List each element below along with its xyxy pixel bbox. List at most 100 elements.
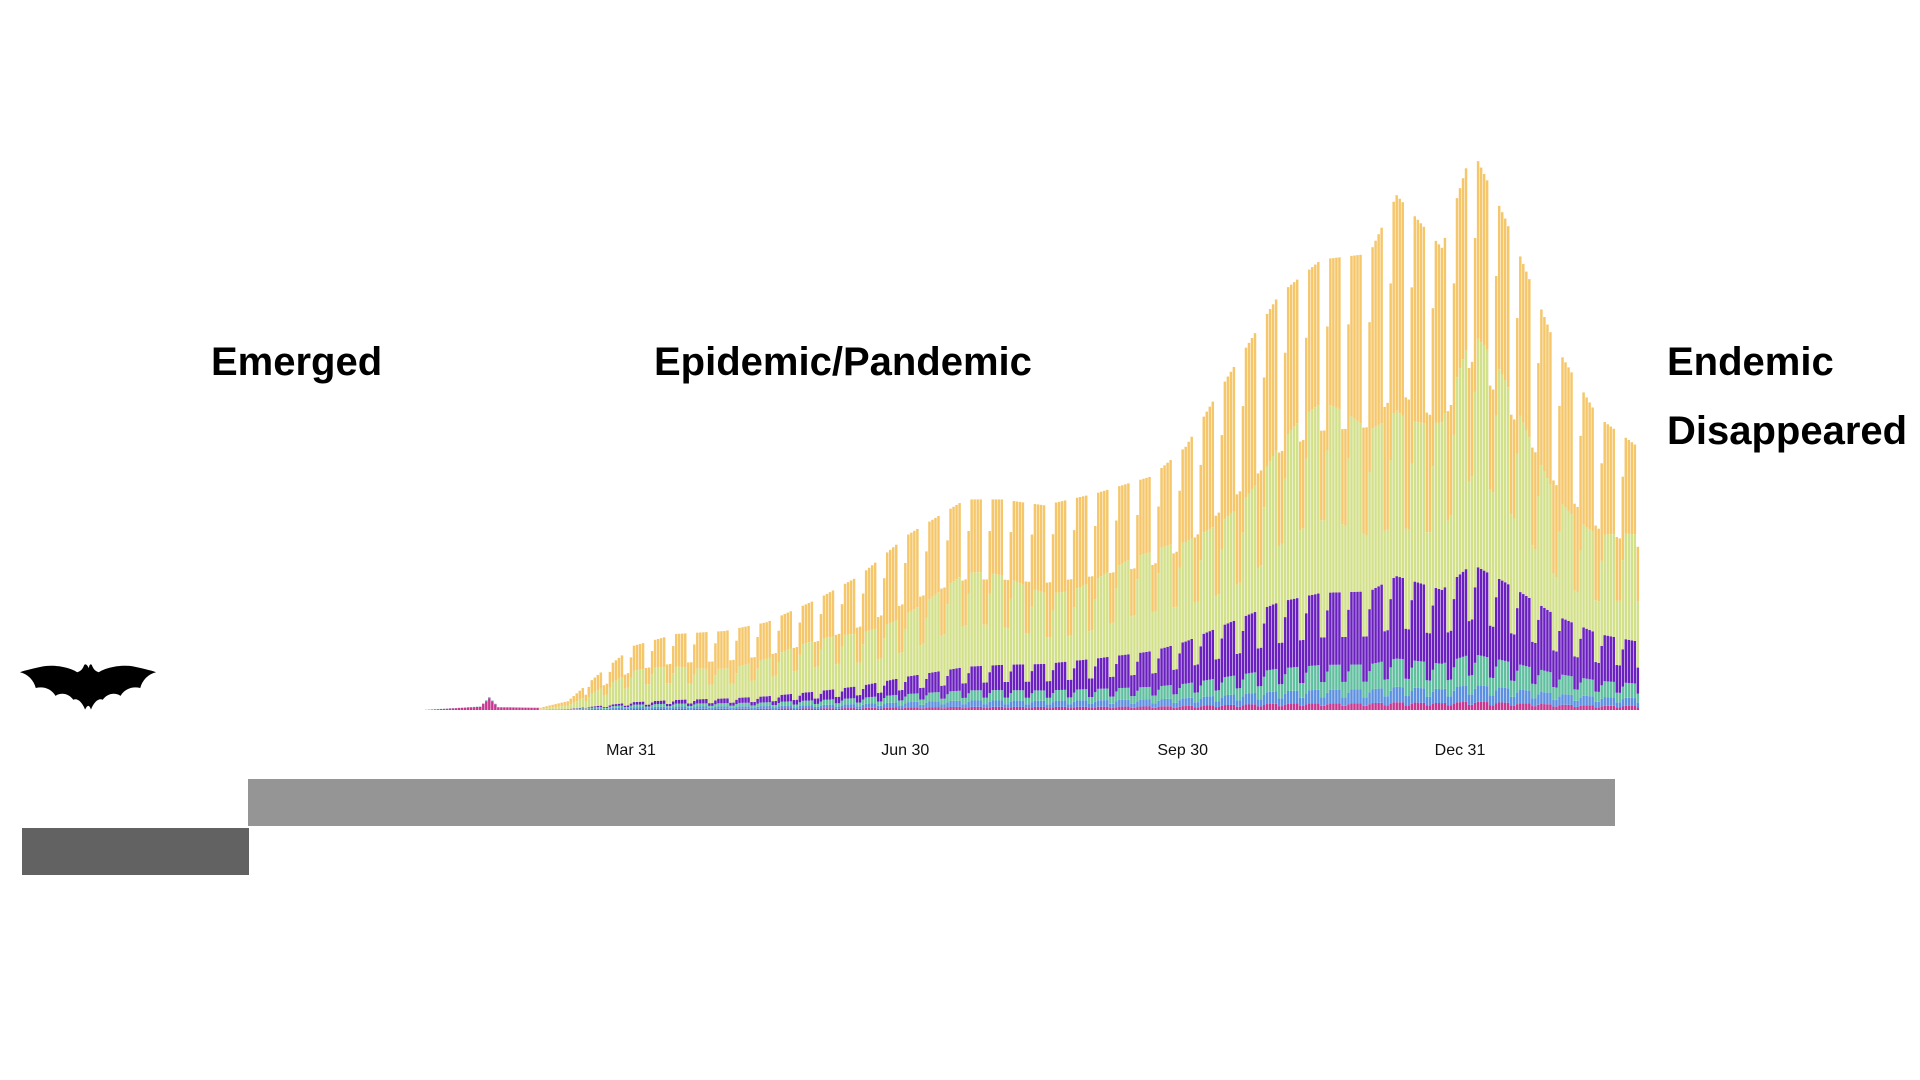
bar-segment <box>629 707 633 710</box>
bar-segment <box>1172 553 1175 608</box>
bar-segment <box>768 702 771 706</box>
bar-segment <box>1579 697 1582 706</box>
bar-segment <box>1386 679 1389 697</box>
bar-segment <box>584 701 588 709</box>
bar-segment <box>611 682 615 705</box>
bar-segment <box>1374 426 1377 588</box>
bar-segment <box>1353 255 1356 419</box>
bar-segment <box>1223 624 1227 678</box>
bar-segment <box>807 602 811 643</box>
bar-segment <box>720 698 723 704</box>
bar-segment <box>729 660 732 684</box>
bar-segment <box>1106 706 1109 710</box>
bar-segment <box>563 705 566 710</box>
bar-segment <box>1341 636 1344 682</box>
bar-segment <box>1573 590 1576 657</box>
bar-segment <box>729 683 732 703</box>
bar-segment <box>876 701 880 706</box>
bar-segment <box>647 709 651 710</box>
bar-segment <box>1531 698 1534 707</box>
bar-segment <box>744 706 747 709</box>
bar-segment <box>705 668 708 700</box>
bar-segment <box>1238 653 1242 689</box>
bar-segment <box>825 593 829 638</box>
bar-segment <box>774 709 777 710</box>
bar-segment <box>1437 422 1441 589</box>
bar-segment <box>1027 681 1031 698</box>
bar-segment <box>1594 707 1597 710</box>
bar-segment <box>1184 683 1187 699</box>
bar-segment <box>566 701 569 706</box>
bar-segment <box>1205 530 1209 633</box>
bar-segment <box>699 708 702 710</box>
bar-segment <box>1202 532 1205 634</box>
bar-segment <box>916 701 919 708</box>
bar-segment <box>674 633 678 667</box>
bar-segment <box>1100 700 1103 707</box>
bar-segment <box>1561 704 1564 710</box>
bar-segment <box>1145 687 1148 700</box>
bar-segment <box>690 709 693 710</box>
bar-segment <box>690 703 693 706</box>
bar-segment <box>650 651 654 675</box>
bar-segment <box>1350 255 1353 417</box>
bar-segment <box>614 705 618 708</box>
bar-segment <box>1244 497 1248 616</box>
bar-segment <box>940 698 943 705</box>
bar-segment <box>1247 342 1251 494</box>
bar-segment <box>1109 707 1112 710</box>
bar-segment <box>1241 406 1245 533</box>
bar-segment <box>771 707 774 710</box>
bar-segment <box>1627 533 1631 640</box>
bar-segment <box>665 706 669 708</box>
bar-segment <box>1087 631 1091 679</box>
bar-segment <box>1531 683 1534 699</box>
bar-segment <box>545 708 548 710</box>
bar-segment <box>1154 611 1157 673</box>
bar-segment <box>1271 669 1275 692</box>
bar-segment <box>1229 513 1233 623</box>
bar-segment <box>801 708 805 710</box>
bar-segment <box>846 698 850 705</box>
bar-segment <box>813 667 817 699</box>
bar-segment <box>886 695 889 703</box>
bar-segment <box>1298 640 1302 684</box>
bar-segment <box>1621 476 1625 561</box>
bar-segment <box>1588 529 1591 631</box>
bar-segment <box>1178 700 1181 707</box>
bar-segment <box>991 690 994 701</box>
bar-segment <box>1009 701 1013 708</box>
bar-segment <box>1160 699 1163 707</box>
bar-segment <box>1220 435 1224 550</box>
bar-segment <box>1317 262 1320 406</box>
bar-segment <box>834 708 838 710</box>
bar-segment <box>1274 703 1278 710</box>
bar-segment <box>1627 639 1631 683</box>
bar-segment <box>1500 660 1504 688</box>
bar-segment <box>1063 500 1067 592</box>
bar-segment <box>1039 700 1043 707</box>
bar-segment <box>1389 703 1392 710</box>
bar-segment <box>994 700 997 707</box>
bar-segment <box>590 693 594 707</box>
bar-segment <box>1027 704 1031 709</box>
bar-segment <box>1142 652 1145 688</box>
bar-segment <box>1027 581 1031 634</box>
bar-segment <box>693 704 696 708</box>
bar-segment <box>1317 593 1320 666</box>
bar-segment <box>1106 572 1109 658</box>
bar-segment <box>1422 584 1426 662</box>
bar-segment <box>916 674 919 694</box>
bar-segment <box>1534 706 1537 710</box>
bar-segment <box>1217 707 1221 710</box>
bar-segment <box>1510 696 1513 706</box>
bar-segment <box>1181 642 1184 684</box>
bar-segment <box>1443 587 1447 663</box>
bar-segment <box>1323 682 1326 698</box>
bar-segment <box>1154 672 1157 696</box>
bar-segment <box>506 707 509 710</box>
bar-segment <box>1090 707 1094 710</box>
bar-segment <box>1552 699 1555 707</box>
bar-segment <box>934 594 937 672</box>
bar-segment <box>1229 694 1233 705</box>
